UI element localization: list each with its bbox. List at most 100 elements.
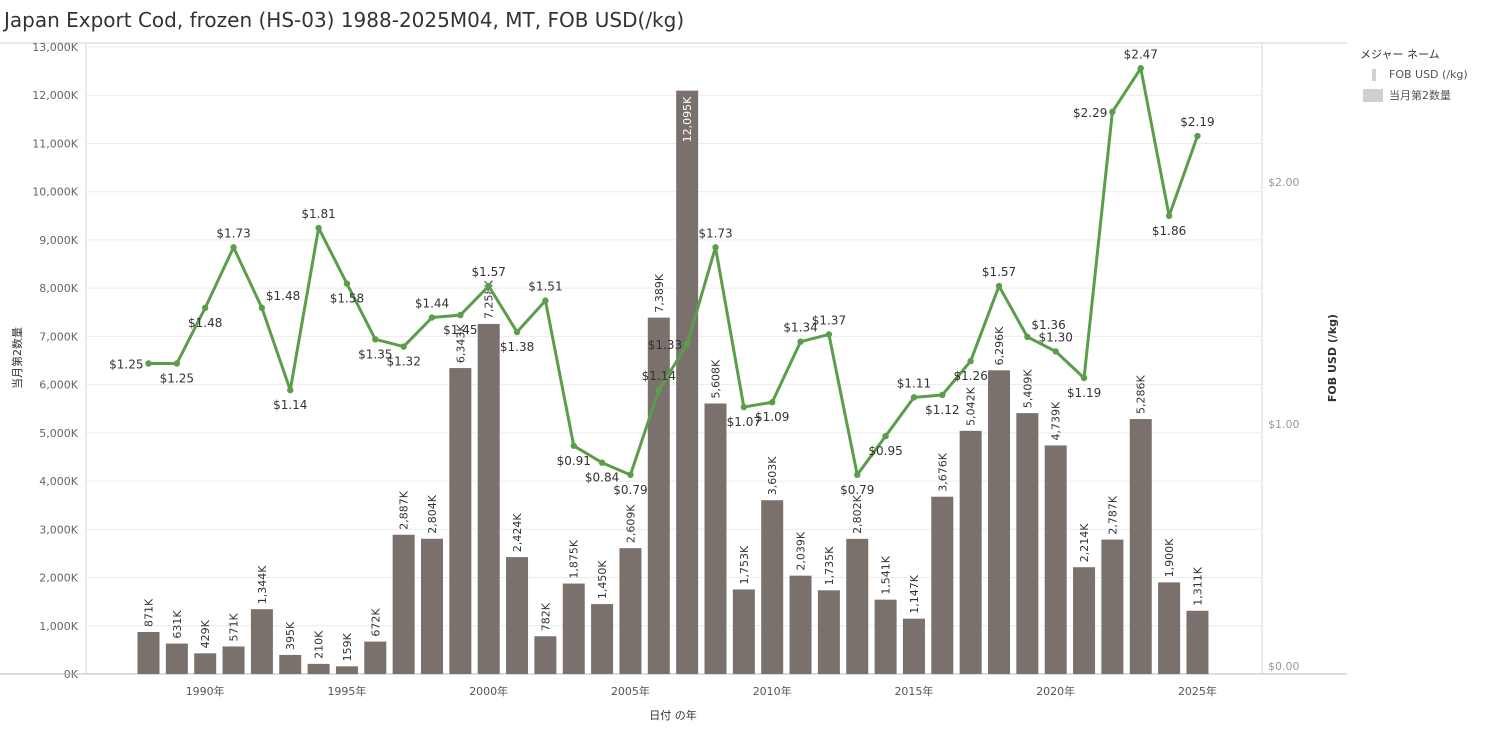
- line-point: [428, 314, 436, 321]
- bar-label: 1,735K: [823, 546, 836, 585]
- bar: [931, 496, 954, 674]
- line-label: $1.34: [783, 321, 817, 335]
- bar-label: 2,039K: [795, 531, 808, 570]
- bar: [421, 538, 443, 674]
- line-label: $1.14: [642, 369, 676, 383]
- line-point: [797, 338, 804, 345]
- bar: [562, 583, 585, 674]
- bar-label: 4,739K: [1050, 401, 1063, 440]
- line-point: [542, 297, 549, 304]
- bar: [1129, 419, 1152, 674]
- line-label: $1.51: [528, 280, 562, 294]
- bar: [137, 631, 160, 674]
- bar-label: 1,875K: [568, 539, 581, 578]
- line-label: $0.91: [557, 454, 591, 468]
- bar: [1073, 567, 1096, 674]
- bar: [222, 646, 245, 674]
- line-point: [967, 357, 974, 365]
- left-tick-label: 12,000K: [32, 89, 78, 102]
- line-label: $1.07: [727, 415, 761, 429]
- line-point: [1024, 333, 1031, 341]
- right-axis-title: FOB USD (/kg): [1326, 314, 1339, 402]
- bar: [1016, 413, 1039, 674]
- bar: [307, 663, 330, 674]
- line-label: $2.19: [1180, 115, 1214, 129]
- line-point: [315, 224, 322, 232]
- bar-label: 1,147K: [908, 574, 921, 613]
- left-tick-label: 6,000K: [39, 379, 78, 392]
- line-point: [1137, 65, 1144, 72]
- line-label: $1.12: [925, 403, 959, 417]
- line-point: [882, 432, 889, 440]
- bar: [250, 609, 273, 674]
- bar-label: 210K: [313, 630, 326, 659]
- line-point: [570, 442, 577, 449]
- bar: [704, 403, 727, 674]
- line-point: [1194, 132, 1201, 140]
- line-point: [769, 399, 776, 406]
- line-label: $1.57: [472, 265, 506, 279]
- left-tick-label: 7,000K: [39, 330, 78, 343]
- bar-label: 1,753K: [738, 545, 751, 584]
- bar: [761, 500, 784, 674]
- bar-label: 6,296K: [993, 326, 1006, 365]
- bar-label: 2,804K: [426, 494, 439, 533]
- line-label: $1.32: [386, 355, 420, 369]
- line-point: [683, 340, 691, 348]
- left-tick-label: 10,000K: [32, 186, 78, 199]
- line-label: $1.35: [358, 347, 392, 361]
- line-label: $1.57: [982, 265, 1016, 279]
- line-label: $1.14: [273, 398, 307, 412]
- bar: [789, 575, 812, 674]
- left-tick-label: 4,000K: [39, 475, 78, 488]
- legend-label-fob: FOB USD (/kg): [1389, 68, 1468, 81]
- legend-item-quantity[interactable]: 当月第2数量: [1360, 87, 1468, 103]
- bar: [902, 618, 925, 674]
- line-point: [712, 244, 719, 251]
- bar: [279, 654, 302, 674]
- bar: [988, 370, 1010, 674]
- line-label: $2.29: [1073, 106, 1107, 120]
- bar: [874, 599, 897, 674]
- line-point: [343, 280, 351, 287]
- line-point: [258, 304, 266, 312]
- bar-label: 871K: [143, 598, 156, 627]
- line-point: [1080, 374, 1088, 382]
- line-label: $1.81: [301, 207, 335, 221]
- line-point: [173, 360, 181, 367]
- left-tick-label: 2,000K: [39, 572, 78, 585]
- bar-label: 2,609K: [624, 504, 637, 543]
- bar-label: 1,450K: [596, 560, 609, 599]
- line-point: [400, 343, 407, 350]
- fob-line: [148, 66, 1199, 477]
- bar: [477, 323, 500, 674]
- line-point: [598, 459, 606, 466]
- bar: [1158, 582, 1181, 674]
- left-tick-label: 8,000K: [39, 282, 78, 295]
- bar-label: 1,541K: [880, 555, 893, 594]
- right-tick-label: $2.00: [1268, 176, 1300, 189]
- line-label: $1.25: [109, 358, 143, 372]
- line-label: $1.36: [1031, 318, 1065, 332]
- line-point: [655, 386, 662, 394]
- left-tick-label: 5,000K: [39, 427, 78, 440]
- line-point: [230, 244, 237, 251]
- bar: [591, 604, 614, 674]
- bar-label: 2,802K: [851, 494, 864, 533]
- bar: [335, 666, 358, 674]
- line-point: [825, 331, 833, 338]
- line-point: [939, 391, 946, 399]
- line-label: $1.19: [1067, 386, 1101, 400]
- bar: [676, 90, 699, 674]
- bar-label: 5,286K: [1135, 375, 1148, 414]
- legend-item-fob[interactable]: FOB USD (/kg): [1360, 68, 1468, 81]
- bar-label: 631K: [171, 610, 184, 639]
- bar-label: 1,900K: [1163, 538, 1176, 577]
- bar: [959, 430, 982, 674]
- bar: [534, 636, 557, 674]
- bar-label: 3,676K: [936, 452, 949, 491]
- line-label: $1.48: [188, 316, 222, 330]
- bar-label: 1,344K: [256, 565, 269, 604]
- bar: [619, 548, 642, 674]
- bar: [506, 557, 529, 674]
